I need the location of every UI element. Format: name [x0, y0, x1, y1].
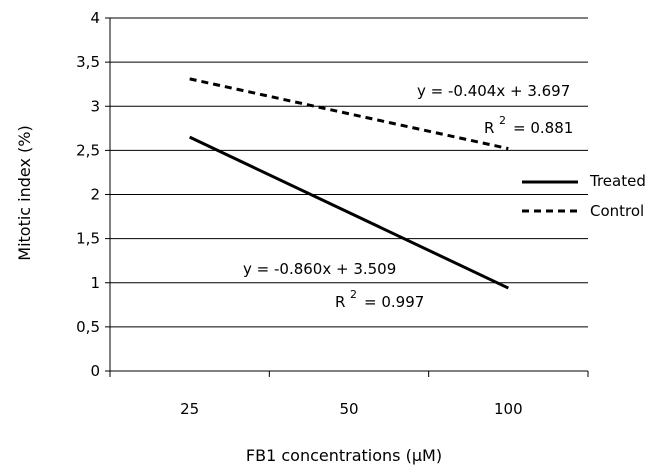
control-r2-value: = 0.881: [513, 119, 573, 137]
treated-equation: y = -0.860x + 3.509: [243, 260, 396, 278]
legend: Treated Control: [522, 172, 646, 220]
series-lines: [189, 77, 509, 290]
y-tick-labels: 0 0,5 1 1,5 2 2,5 3 3,5 4: [76, 9, 110, 380]
treated-r2-value: = 0.997: [364, 293, 424, 311]
series-line-control: [189, 77, 509, 151]
y-tick-label: 0: [90, 362, 100, 380]
x-tick-label: 100: [494, 400, 523, 418]
treated-r2-label: R: [335, 293, 345, 311]
y-tick-label: 4: [90, 9, 100, 27]
y-tick-label: 0,5: [76, 318, 100, 336]
y-tick-label: 3,5: [76, 53, 100, 71]
treated-r2-sup: 2: [350, 288, 357, 301]
x-tick-label: 50: [339, 400, 358, 418]
y-tick-label: 1,5: [76, 230, 100, 248]
x-axis-title: FB1 concentrations (μM): [246, 446, 442, 465]
y-tick-label: 2,5: [76, 141, 100, 159]
legend-control-label: Control: [590, 202, 644, 220]
x-tick-label: 25: [180, 400, 199, 418]
y-tick-label: 1: [90, 274, 100, 292]
y-tick-label: 2: [90, 186, 100, 204]
y-axis-title: Mitotic index (%): [15, 125, 34, 260]
control-r2-sup: 2: [499, 114, 506, 127]
annotation-treated: y = -0.860x + 3.509 R 2 = 0.997: [243, 260, 424, 311]
annotation-control: y = -0.404x + 3.697 R 2 = 0.881: [417, 82, 573, 137]
x-tick-labels: 25 50 100: [109, 371, 589, 418]
gridlines: [110, 17, 588, 328]
y-tick-label: 3: [90, 97, 100, 115]
control-equation: y = -0.404x + 3.697: [417, 82, 570, 100]
series-line-treated: [189, 135, 509, 290]
control-r2-label: R: [484, 119, 494, 137]
legend-treated-label: Treated: [589, 172, 646, 190]
